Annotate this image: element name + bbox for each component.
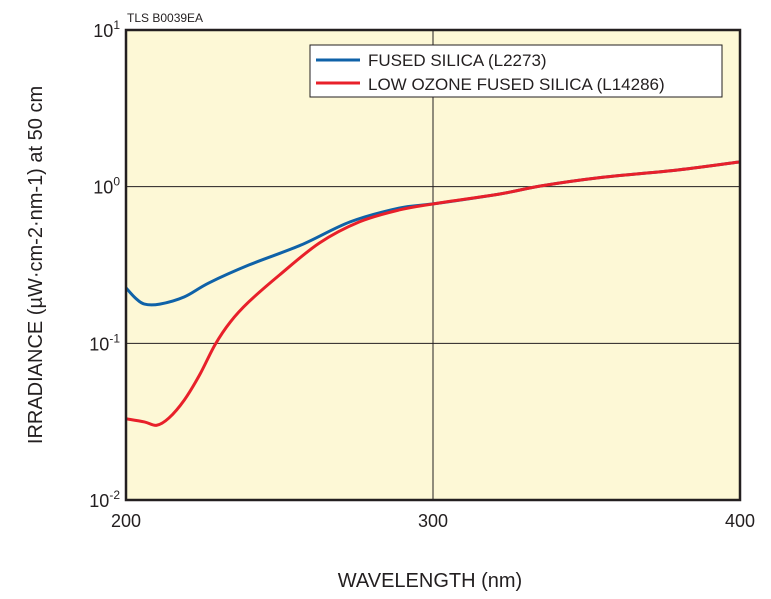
y-axis-label: IRRADIANCE (µW·cm-2·nm-1) at 50 cm	[25, 86, 47, 444]
y-tick-base: 10	[89, 491, 109, 511]
plot-frame	[124, 28, 742, 502]
y-tick-label: 101	[93, 18, 120, 41]
y-tick-exponent: 1	[113, 18, 120, 32]
legend-label-low-ozone: LOW OZONE FUSED SILICA (L14286)	[368, 75, 665, 94]
y-tick-label: 10-1	[89, 331, 120, 354]
y-tick-base: 10	[89, 334, 109, 354]
y-tick-base: 10	[93, 21, 113, 41]
legend: FUSED SILICA (L2273) LOW OZONE FUSED SIL…	[309, 44, 723, 98]
x-tick-label: 300	[418, 511, 448, 531]
x-axis-label: WAVELENGTH (nm)	[338, 570, 522, 592]
y-tick-exponent: -2	[109, 488, 120, 502]
y-tick-base: 10	[93, 178, 113, 198]
series-line-low-ozone-fused-silica	[125, 160, 741, 427]
y-tick-exponent: 0	[113, 175, 120, 189]
y-tick-exponent: -1	[109, 331, 120, 345]
chart-code: TLS B0039EA	[127, 11, 203, 25]
x-tick-label: 400	[725, 511, 755, 531]
y-tick-label: 100	[93, 175, 120, 198]
legend-label-fused-silica: FUSED SILICA (L2273)	[368, 51, 547, 70]
y-tick-label: 10-2	[89, 488, 120, 511]
x-tick-label: 200	[111, 511, 141, 531]
